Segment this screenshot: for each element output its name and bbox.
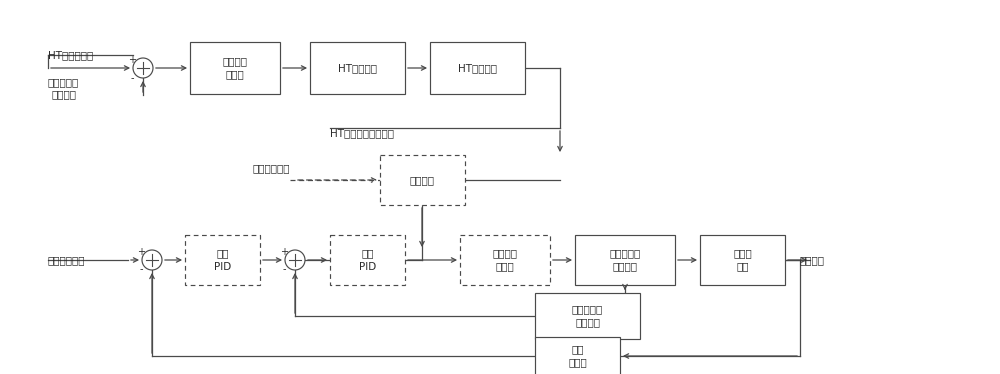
Text: -: - xyxy=(282,264,286,274)
Text: HT蒸汽流量: HT蒸汽流量 xyxy=(338,63,377,73)
Text: 来料叶丝水
分设定值: 来料叶丝水 分设定值 xyxy=(48,77,79,99)
Text: HT后叶丝水分: HT后叶丝水分 xyxy=(48,50,93,60)
Text: 第一气动: 第一气动 xyxy=(222,56,248,67)
Text: 力变送器: 力变送器 xyxy=(575,318,600,328)
Bar xyxy=(535,337,620,374)
Text: 力调节阀: 力调节阀 xyxy=(612,261,638,272)
Bar xyxy=(380,155,465,205)
Text: 出口水分: 出口水分 xyxy=(800,255,825,265)
Text: +: + xyxy=(128,55,136,65)
Text: HT后叶丝水分、流量: HT后叶丝水分、流量 xyxy=(330,128,394,138)
Text: 筒壁蒸汽压: 筒壁蒸汽压 xyxy=(609,248,641,258)
Text: 给定出口水分: 给定出口水分 xyxy=(48,255,86,265)
Text: 执行器: 执行器 xyxy=(496,261,514,272)
Bar xyxy=(190,42,280,94)
Bar xyxy=(310,42,405,94)
Text: 第一: 第一 xyxy=(216,248,229,258)
Text: 第二: 第二 xyxy=(571,344,584,355)
Bar xyxy=(700,235,785,285)
Text: -: - xyxy=(130,73,134,83)
Text: 水分仪: 水分仪 xyxy=(568,358,587,368)
Text: 前馈补偿: 前馈补偿 xyxy=(410,175,435,185)
Text: +: + xyxy=(137,247,145,257)
Text: PID: PID xyxy=(214,261,231,272)
Text: 给定出口水分: 给定出口水分 xyxy=(252,163,290,173)
Circle shape xyxy=(142,250,162,270)
Text: 第二: 第二 xyxy=(361,248,374,258)
Text: -: - xyxy=(139,264,143,274)
Circle shape xyxy=(133,58,153,78)
Text: PID: PID xyxy=(359,261,376,272)
Bar xyxy=(185,235,260,285)
Bar xyxy=(330,235,405,285)
Text: 执行器: 执行器 xyxy=(226,70,244,80)
Text: 烘丝机: 烘丝机 xyxy=(733,248,752,258)
Text: +: + xyxy=(280,247,288,257)
Text: 第二气动: 第二气动 xyxy=(492,248,518,258)
Bar xyxy=(460,235,550,285)
Bar xyxy=(430,42,525,94)
Circle shape xyxy=(285,250,305,270)
Bar xyxy=(535,293,640,339)
Text: 滚筒: 滚筒 xyxy=(736,261,749,272)
Bar xyxy=(575,235,675,285)
Text: HT回湖过程: HT回湖过程 xyxy=(458,63,497,73)
Text: 筒壁蒸汽压: 筒壁蒸汽压 xyxy=(572,304,603,315)
